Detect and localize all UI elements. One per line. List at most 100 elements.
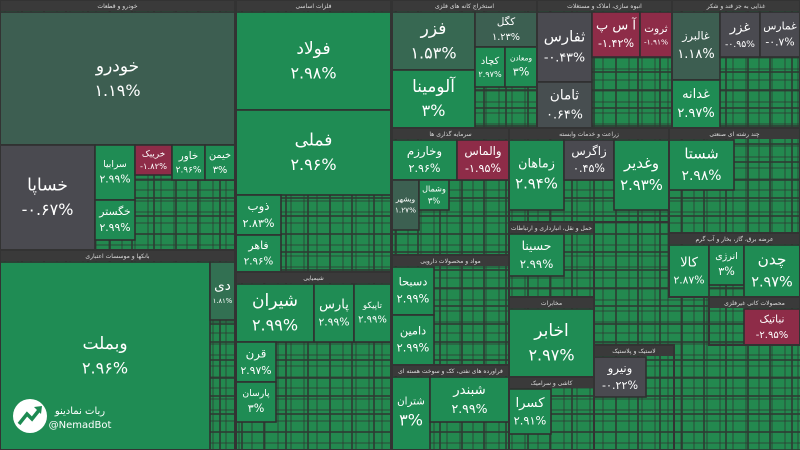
tile — [591, 11, 641, 58]
tile — [613, 139, 670, 211]
sector-title: حمل و نقل، انبارداری و ارتباطات — [511, 225, 592, 232]
tile-value: ۲.۹۹% — [318, 316, 349, 329]
sector-header — [237, 1, 390, 11]
tile — [474, 11, 538, 48]
sector-header — [510, 378, 593, 388]
sector-header — [538, 1, 671, 11]
tile-name: خساپا — [27, 176, 68, 196]
tile-name: حسینا — [522, 239, 552, 253]
tile-value: ۲.۹۹% — [99, 221, 130, 234]
tile — [391, 314, 435, 366]
tile-name: کچاد — [481, 56, 500, 67]
tile-value: ۲.۸۳% — [243, 217, 275, 230]
tile-name: غزر — [729, 21, 751, 36]
sector-header — [510, 298, 593, 308]
tile-name: وبشهر — [395, 195, 415, 204]
tile-name: کسرا — [515, 396, 545, 411]
tile-value: -۱.۹۵% — [465, 162, 501, 175]
tile — [235, 109, 392, 196]
sector-header — [670, 234, 799, 244]
tile-value: ۲.۹۷% — [240, 364, 271, 377]
tile-value: ۲.۹۹% — [397, 341, 430, 355]
sector-border — [708, 296, 800, 346]
sector-header — [510, 223, 593, 233]
tile-name: پارسان — [242, 388, 270, 399]
tile-value: ۱.۸۱% — [213, 297, 233, 305]
tile-name: شتران — [397, 396, 425, 408]
sector-header — [670, 129, 799, 139]
tile — [391, 376, 431, 450]
sector-title: عرضه برق، گاز، بخار و آب گرم — [695, 234, 773, 243]
tile-value: ۳% — [399, 411, 423, 430]
sector-header — [237, 273, 390, 283]
sector-title: بانکها و موسسات اعتباری — [85, 253, 149, 260]
tile — [743, 244, 800, 298]
tile-value: ۱.۲۳% — [492, 32, 520, 43]
tile-name: فولاد — [296, 39, 330, 59]
tile-value: ۳% — [422, 101, 446, 120]
sector-border — [593, 344, 675, 450]
sector-title: لاستیک و پلاستیک — [612, 348, 655, 355]
tile-name: آلومینا — [412, 75, 456, 96]
tile-value: ۲.۹۶% — [409, 162, 441, 175]
sector-title: فلزات اساسی — [296, 3, 332, 10]
tile — [235, 11, 392, 111]
tile-value: -۱.۸۲% — [140, 161, 167, 171]
tile-value: ۱.۱۸% — [677, 47, 714, 62]
tile-value: ۱.۵۳% — [410, 43, 456, 62]
tile — [456, 139, 510, 181]
tile-name: خگستر — [98, 205, 130, 218]
sector-title: مواد و محصولات دارویی — [420, 258, 481, 265]
tile — [504, 46, 538, 88]
tile — [671, 11, 721, 81]
tile — [94, 199, 136, 241]
tile-value: ۲.۹۷% — [677, 106, 714, 121]
tile — [0, 144, 96, 251]
tile-name: زماهان — [518, 156, 555, 171]
sector-title: چند رشته ای صنعتی — [709, 131, 760, 138]
tile — [353, 283, 392, 343]
tile-value: ۲.۹۴% — [515, 175, 558, 193]
tile-value: ۲.۹۷% — [751, 274, 793, 290]
sector-title: مخابرات — [541, 300, 562, 307]
tile-name: پارس — [319, 297, 349, 312]
tile-value: ۲.۹۹% — [358, 314, 387, 325]
tile-value: ۲.۹۷% — [478, 69, 502, 79]
tiles: خودرو ۱.۱۹% خساپا -۰.۶۷% سرابیا ۲.۹۹% خریبک -۱.… — [0, 11, 800, 450]
tile — [235, 381, 277, 423]
tile-name: کگل — [497, 15, 515, 28]
watermark: ربات نمادینو @NemadBot — [13, 399, 111, 433]
tile-name: انرژی — [715, 251, 737, 262]
tile — [639, 11, 673, 58]
tile — [0, 11, 236, 146]
tile-value: ۲.۸۷% — [673, 274, 704, 287]
tile — [536, 11, 593, 83]
tile-value: ۲.۹۷% — [528, 345, 574, 364]
tile-name: تاپیکو — [362, 301, 383, 311]
tile-name: شبندر — [452, 383, 485, 398]
tile-name: غالبرز — [681, 29, 710, 42]
tile — [209, 261, 236, 321]
tile-name: ثفارس — [544, 27, 586, 45]
tile-name: غمارس — [763, 19, 797, 32]
tile-name: خاور — [178, 150, 198, 162]
tile-name: خریبک — [142, 149, 165, 159]
tile-value: -۰.۹۵% — [725, 39, 755, 50]
tile-name: وغدیر — [623, 154, 659, 172]
tile-value: ۰.۶۴% — [546, 108, 583, 123]
tile — [474, 46, 506, 88]
tile-name: چدن — [758, 251, 787, 269]
tile-name: خیمن — [209, 150, 231, 161]
tile-value: ۲.۹۹% — [520, 257, 554, 271]
sector-header — [710, 298, 799, 308]
sector-title: غذایی به جز قند و شکر — [706, 3, 765, 10]
tile-name: سرابیا — [103, 159, 127, 170]
tile-name: وخارزم — [407, 144, 442, 159]
tile-name: شیران — [252, 291, 298, 311]
sector-header — [393, 1, 536, 11]
sector-title: شیمیایی — [303, 275, 324, 282]
tile-value: ۲.۹۹% — [252, 315, 298, 334]
tile-value: -۰.۴۳% — [544, 51, 585, 66]
